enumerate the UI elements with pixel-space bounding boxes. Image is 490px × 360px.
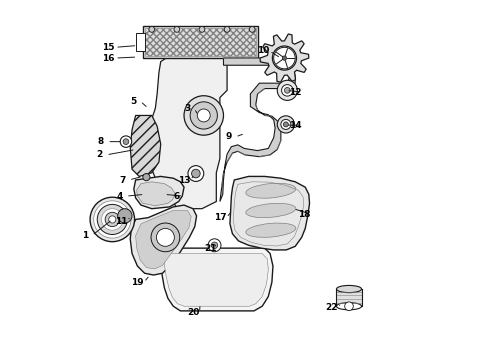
Circle shape [190,102,218,129]
Bar [337,289,362,306]
Circle shape [149,27,155,32]
Circle shape [272,46,296,70]
Text: 15: 15 [102,43,115,52]
Text: 17: 17 [214,213,226,222]
Polygon shape [220,58,295,202]
Circle shape [277,80,297,100]
Text: 4: 4 [116,192,122,201]
Circle shape [109,216,116,223]
Text: 13: 13 [178,176,190,185]
Text: 12: 12 [289,87,301,96]
Text: 16: 16 [102,54,115,63]
Polygon shape [143,26,258,58]
Circle shape [143,174,150,181]
Polygon shape [160,248,273,311]
Circle shape [151,223,180,252]
Circle shape [249,27,255,32]
Polygon shape [164,253,269,306]
Circle shape [192,169,200,178]
Circle shape [283,122,289,127]
Polygon shape [134,176,184,209]
Text: 9: 9 [226,132,232,141]
Polygon shape [130,205,196,275]
Text: 6: 6 [174,192,180,201]
Polygon shape [260,34,309,82]
Text: 7: 7 [119,176,125,185]
Polygon shape [137,182,175,206]
Polygon shape [130,116,161,176]
Circle shape [156,228,174,246]
Text: 19: 19 [131,278,144,287]
Circle shape [285,87,290,93]
Circle shape [281,120,291,130]
Polygon shape [136,33,145,51]
Circle shape [184,96,223,135]
Text: 5: 5 [131,96,137,105]
Bar [145,28,256,56]
Text: 8: 8 [98,137,104,146]
Circle shape [118,209,132,223]
Circle shape [197,109,210,122]
Circle shape [90,197,135,242]
Text: 2: 2 [97,150,103,159]
Text: 1: 1 [82,231,89,240]
Circle shape [101,209,123,230]
Text: 3: 3 [185,104,191,113]
Circle shape [120,136,132,147]
Text: 21: 21 [205,244,217,253]
Ellipse shape [246,203,296,217]
Circle shape [277,116,294,133]
Circle shape [282,85,293,96]
Circle shape [97,204,127,234]
Text: 18: 18 [298,210,311,219]
Circle shape [274,47,295,69]
Polygon shape [230,176,310,250]
Text: 10: 10 [257,46,269,55]
Polygon shape [152,58,227,209]
Circle shape [282,56,287,60]
Circle shape [199,27,205,32]
Circle shape [105,212,120,226]
Polygon shape [136,211,191,269]
Circle shape [224,27,230,32]
Text: 22: 22 [325,303,337,312]
Ellipse shape [246,223,296,237]
Text: 11: 11 [115,217,127,226]
Circle shape [123,139,129,144]
Text: 14: 14 [289,121,301,130]
Circle shape [211,242,218,248]
Circle shape [94,201,131,238]
Text: 20: 20 [187,308,199,317]
Circle shape [188,166,204,181]
Ellipse shape [337,303,362,310]
Ellipse shape [337,285,362,293]
Ellipse shape [246,183,296,198]
Circle shape [208,239,221,252]
Circle shape [174,27,180,32]
Circle shape [344,302,353,311]
